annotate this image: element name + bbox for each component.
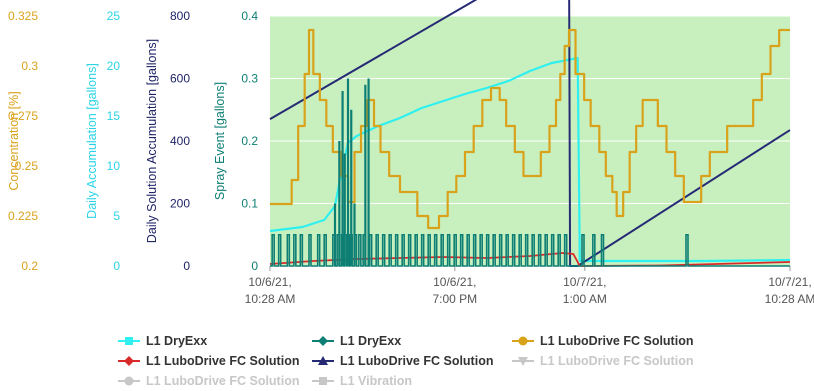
y-tick-label-spray: 0.1 [241, 197, 258, 211]
x-tick-label: 10/7/21, [563, 275, 606, 289]
legend-marker-icon [512, 357, 534, 366]
legend-label: L1 LuboDrive FC Solution [540, 334, 694, 348]
x-tick-label: 10/6/21, [248, 275, 291, 289]
legend-marker-icon [312, 356, 334, 365]
y-tick-label-solution: 400 [170, 134, 190, 148]
legend-item[interactable]: L1 DryExx [312, 333, 401, 349]
legend-label: L1 LuboDrive FC Solution [540, 354, 694, 368]
legend-marker-icon [118, 376, 140, 386]
y-tick-label-daily: 20 [107, 59, 121, 73]
y-tick-label-conc: 0.3 [21, 59, 38, 73]
legend-label: L1 LuboDrive FC Solution [146, 354, 300, 368]
x-tick-label: 10/7/21, [768, 275, 811, 289]
legend-label: L1 LuboDrive FC Solution [146, 374, 300, 388]
y-axis-title-spray: Spray Event [gallons] [213, 82, 227, 200]
y-tick-label-conc: 0.2 [21, 259, 38, 273]
x-tick-label: 1:00 AM [563, 292, 607, 306]
y-tick-label-daily: 15 [107, 109, 121, 123]
y-tick-label-conc: 0.225 [8, 209, 38, 223]
x-tick-label: 10:28 AM [245, 292, 296, 306]
legend-item[interactable]: L1 Vibration [312, 373, 412, 389]
x-tick-label: 10/6/21, [433, 275, 476, 289]
legend-label: L1 Vibration [340, 374, 413, 388]
legend-marker-icon [118, 337, 140, 345]
legend-label: L1 DryExx [340, 334, 402, 348]
y-tick-label-conc: 0.25 [15, 159, 39, 173]
y-tick-label-conc: 0.325 [8, 9, 38, 23]
y-tick-label-solution: 600 [170, 72, 190, 86]
y-tick-label-spray: 0 [251, 259, 258, 273]
legend-marker-icon [312, 336, 334, 346]
y-tick-label-daily: 25 [107, 9, 121, 23]
legend-marker-icon [512, 336, 534, 346]
y-axis-title-conc: Concentration [%] [7, 91, 21, 190]
y-tick-label-spray: 0.2 [241, 134, 258, 148]
y-tick-label-spray: 0.4 [241, 9, 258, 23]
y-tick-label-solution: 200 [170, 197, 190, 211]
legend-item[interactable]: L1 LuboDrive FC Solution [512, 353, 693, 369]
legend-marker-icon [118, 356, 140, 366]
legend-item[interactable]: L1 LuboDrive FC Solution [118, 373, 299, 389]
y-tick-label-solution: 800 [170, 9, 190, 23]
y-tick-label-spray: 0.3 [241, 72, 258, 86]
y-axis-title-daily: Daily Accumulation [gallons] [85, 63, 99, 219]
legend-label: L1 DryExx [146, 334, 208, 348]
y-tick-label-daily: 5 [113, 209, 120, 223]
legend-item[interactable]: L1 LuboDrive FC Solution [312, 353, 493, 369]
x-tick-label: 7:00 PM [432, 292, 477, 306]
y-tick-label-solution: 0 [183, 259, 190, 273]
x-tick-label: 10:28 AM [765, 292, 814, 306]
legend-marker-icon [312, 377, 334, 385]
y-tick-label-daily: 0 [113, 259, 120, 273]
legend-item[interactable]: L1 LuboDrive FC Solution [512, 333, 693, 349]
y-tick-label-daily: 10 [107, 159, 121, 173]
legend-item[interactable]: L1 DryExx [118, 333, 207, 349]
y-tick-label-conc: 0.275 [8, 109, 38, 123]
legend-label: L1 LuboDrive FC Solution [340, 354, 494, 368]
y-axis-title-solution: Daily Solution Accumulation [gallons] [145, 39, 159, 243]
legend-item[interactable]: L1 LuboDrive FC Solution [118, 353, 299, 369]
